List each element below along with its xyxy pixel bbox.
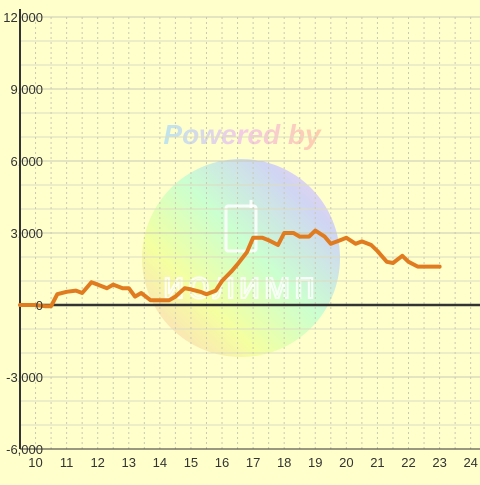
x-tick-label: 24: [463, 455, 477, 470]
y-tick-label: 3,000: [10, 226, 43, 241]
series-line: [18, 228, 442, 309]
y-tick-label: 9,000: [10, 82, 43, 97]
x-tick-label: 15: [184, 455, 198, 470]
x-tick-label: 20: [339, 455, 353, 470]
y-tick-label: 12,000: [3, 10, 43, 25]
axes: [19, 9, 480, 450]
x-tick-label: 12: [90, 455, 104, 470]
x-tick-label: 19: [308, 455, 322, 470]
watermark-logo-text: иолимп: [163, 265, 319, 307]
x-tick-label: 17: [246, 455, 260, 470]
watermark-text: Powered by: [163, 119, 322, 150]
y-tick-label: 0: [36, 298, 43, 313]
y-tick-labels: -6,000 -3,000 0 3,000 6,000 9,000 12,000: [3, 10, 43, 457]
x-tick-labels: 10 11 12 13 14 15 16 17 18 19 20 21 22 23 24: [28, 455, 478, 470]
x-tick-label: 14: [153, 455, 167, 470]
y-tick-label: -3,000: [6, 370, 43, 385]
watermark-logo-glyph: [224, 200, 258, 253]
x-tick-label: 10: [28, 455, 42, 470]
y-tick-label: -6,000: [6, 442, 43, 457]
x-tick-label: 21: [370, 455, 384, 470]
x-tick-label: 13: [122, 455, 136, 470]
x-tick-label: 16: [215, 455, 229, 470]
series: [18, 228, 442, 309]
y-tick-label: 6,000: [10, 154, 43, 169]
x-tick-label: 18: [277, 455, 291, 470]
x-tick-label: 11: [60, 455, 74, 470]
x-tick-label: 22: [401, 455, 415, 470]
x-tick-label: 23: [432, 455, 446, 470]
